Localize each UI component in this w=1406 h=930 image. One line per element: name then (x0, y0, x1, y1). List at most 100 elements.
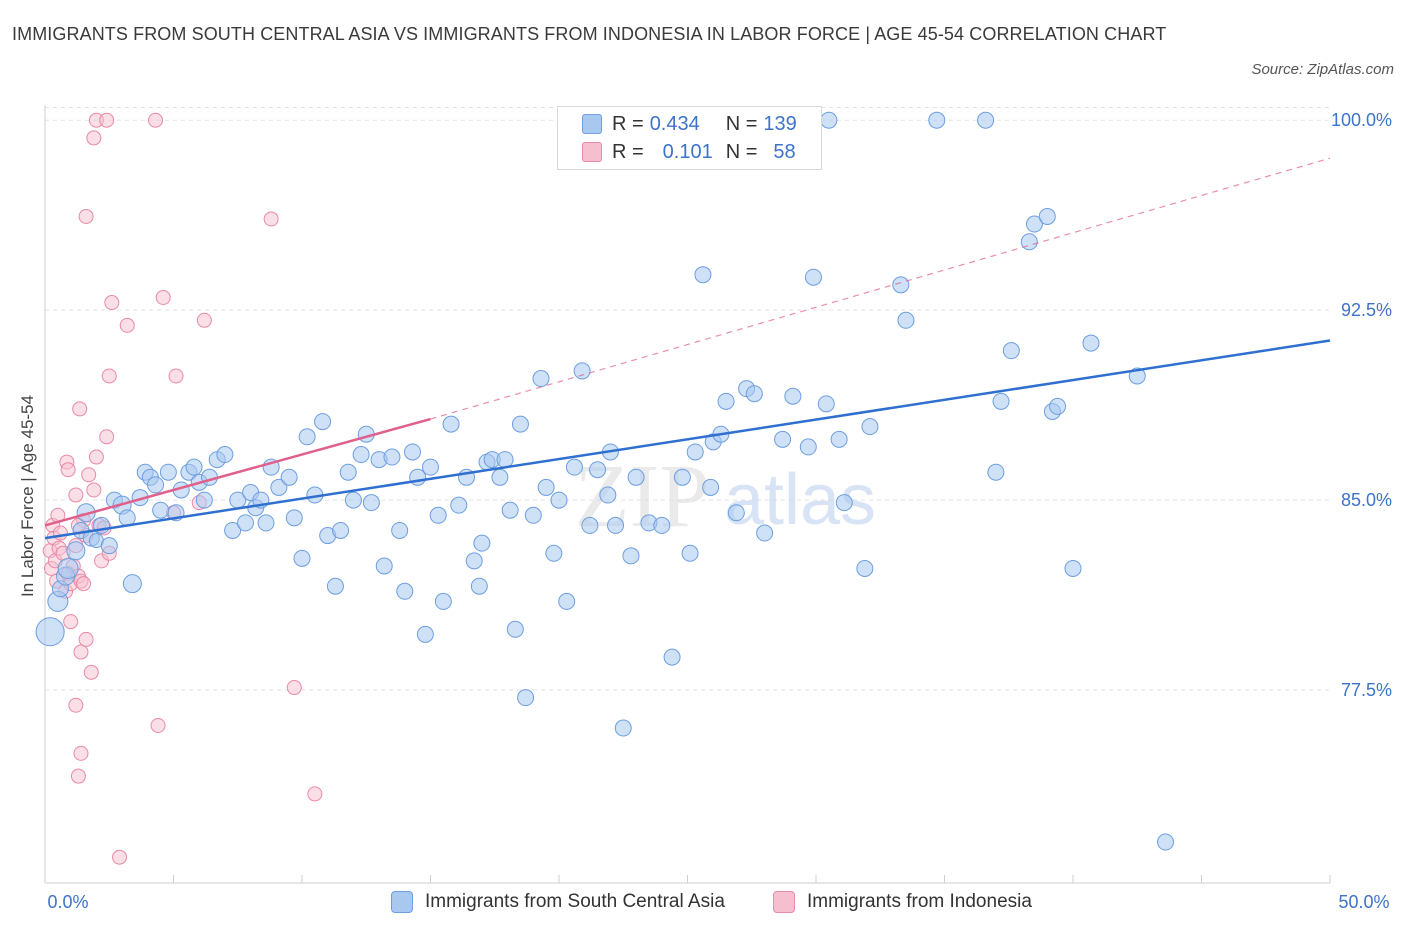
data-point-south-central-asia (614, 719, 632, 737)
source-credit: Source: ZipAtlas.com (1251, 61, 1394, 78)
data-point-south-central-asia (404, 443, 422, 461)
data-point-indonesia (60, 462, 76, 478)
data-point-south-central-asia (1157, 833, 1175, 851)
trend-line-south-central-asia (44, 339, 1331, 540)
data-point-south-central-asia (804, 268, 822, 286)
watermark-atlas: atlas (724, 460, 876, 540)
data-point-indonesia (112, 849, 128, 865)
data-point-indonesia (286, 680, 302, 696)
data-point-south-central-asia (1049, 397, 1067, 415)
data-point-south-central-asia (702, 478, 720, 496)
data-point-south-central-asia (434, 592, 452, 610)
data-point-south-central-asia (236, 514, 254, 532)
data-point-south-central-asia (897, 311, 915, 329)
data-point-south-central-asia (694, 266, 712, 284)
data-point-south-central-asia (558, 592, 576, 610)
data-point-indonesia (78, 208, 94, 224)
legend-n-value: 58 (773, 140, 796, 163)
y-tick-label: 92.5% (1341, 300, 1392, 320)
data-point-south-central-asia (391, 521, 409, 539)
axes (44, 105, 1331, 884)
data-point-south-central-asia (506, 620, 524, 638)
data-point-south-central-asia (835, 494, 853, 512)
data-point-indonesia (63, 614, 79, 630)
data-point-south-central-asia (532, 370, 550, 388)
data-point-south-central-asia (820, 111, 838, 129)
data-point-south-central-asia (856, 559, 874, 577)
data-point-south-central-asia (717, 392, 735, 410)
y-tick-labels: 77.5% 85.0% 92.5% 100.0% (1331, 110, 1392, 700)
data-point-indonesia (86, 130, 102, 146)
data-point-south-central-asia (1064, 559, 1082, 577)
legend-r-value: 0.101 (662, 140, 713, 163)
data-point-south-central-asia (314, 413, 332, 431)
data-point-indonesia (150, 718, 166, 734)
data-point-south-central-asia (298, 428, 316, 446)
data-point-south-central-asia (496, 451, 514, 469)
data-point-indonesia (119, 317, 135, 333)
data-point-indonesia (68, 697, 84, 713)
data-point-south-central-asia (491, 468, 509, 486)
data-point-south-central-asia (422, 458, 439, 476)
data-point-south-central-asia (122, 574, 142, 594)
data-point-south-central-asia (599, 486, 617, 504)
data-point-south-central-asia (517, 689, 535, 707)
data-point-south-central-asia (1082, 334, 1100, 352)
y-tick-label: 85.0% (1341, 490, 1392, 510)
data-point-south-central-asia (1002, 342, 1020, 360)
data-point-indonesia (263, 211, 279, 227)
data-point-south-central-asia (537, 478, 555, 496)
data-point-indonesia (86, 482, 102, 498)
data-point-south-central-asia (147, 476, 165, 494)
bottom-legend-swatch-blue (391, 891, 413, 913)
data-point-south-central-asia (159, 463, 177, 481)
data-point-indonesia (104, 295, 120, 311)
trend-line-indonesia-extension (430, 157, 1331, 420)
data-point-south-central-asia (429, 506, 447, 524)
data-point-south-central-asia (622, 547, 640, 565)
data-point-indonesia (73, 644, 89, 660)
data-point-indonesia (99, 429, 115, 445)
data-point-south-central-asia (627, 468, 645, 486)
legend-n-label: N = (725, 140, 758, 163)
data-point-south-central-asia (152, 501, 170, 519)
bottom-legend-label: Immigrants from South Central Asia (425, 891, 725, 912)
data-point-south-central-asia (830, 430, 848, 448)
data-point-south-central-asia (565, 458, 583, 476)
correlation-legend: R = 0.434 N = 139 R = 0.101 N = 58 (557, 106, 822, 170)
legend-n-label: N = (725, 112, 758, 135)
legend-r-value: 0.434 (649, 112, 700, 135)
data-point-south-central-asia (861, 418, 879, 436)
legend-swatch-pink (582, 142, 602, 162)
trend-line-indonesia (44, 417, 431, 527)
data-point-south-central-asia (686, 443, 704, 461)
data-point-indonesia (76, 576, 92, 592)
data-point-indonesia (78, 631, 94, 647)
data-point-south-central-asia (663, 648, 681, 666)
data-point-south-central-asia (216, 446, 234, 464)
data-point-south-central-asia (573, 362, 591, 380)
data-point-south-central-asia (344, 491, 362, 509)
data-point-south-central-asia (992, 392, 1010, 410)
data-point-south-central-asia (524, 506, 542, 524)
data-point-indonesia (307, 786, 323, 802)
data-point-south-central-asia (653, 516, 671, 534)
legend-swatch-blue (582, 114, 602, 134)
data-point-south-central-asia (465, 552, 483, 570)
data-point-indonesia (168, 368, 184, 384)
data-point-indonesia (83, 664, 99, 680)
data-point-south-central-asia (589, 461, 607, 479)
data-point-south-central-asia (745, 385, 763, 403)
bottom-legend-label: Immigrants from Indonesia (807, 891, 1032, 912)
data-point-south-central-asia (1038, 207, 1056, 225)
chart-title: IMMIGRANTS FROM SOUTH CENTRAL ASIA VS IM… (12, 24, 1167, 44)
data-point-south-central-asia (581, 516, 599, 534)
data-point-indonesia (70, 768, 86, 784)
data-point-south-central-asia (362, 494, 380, 512)
legend-r-label: R = (612, 140, 644, 163)
data-point-south-central-asia (35, 617, 65, 647)
data-point-indonesia (52, 525, 68, 541)
bottom-legend-indonesia: Immigrants from Indonesia (773, 889, 1032, 915)
grid-lines (45, 107, 1330, 691)
